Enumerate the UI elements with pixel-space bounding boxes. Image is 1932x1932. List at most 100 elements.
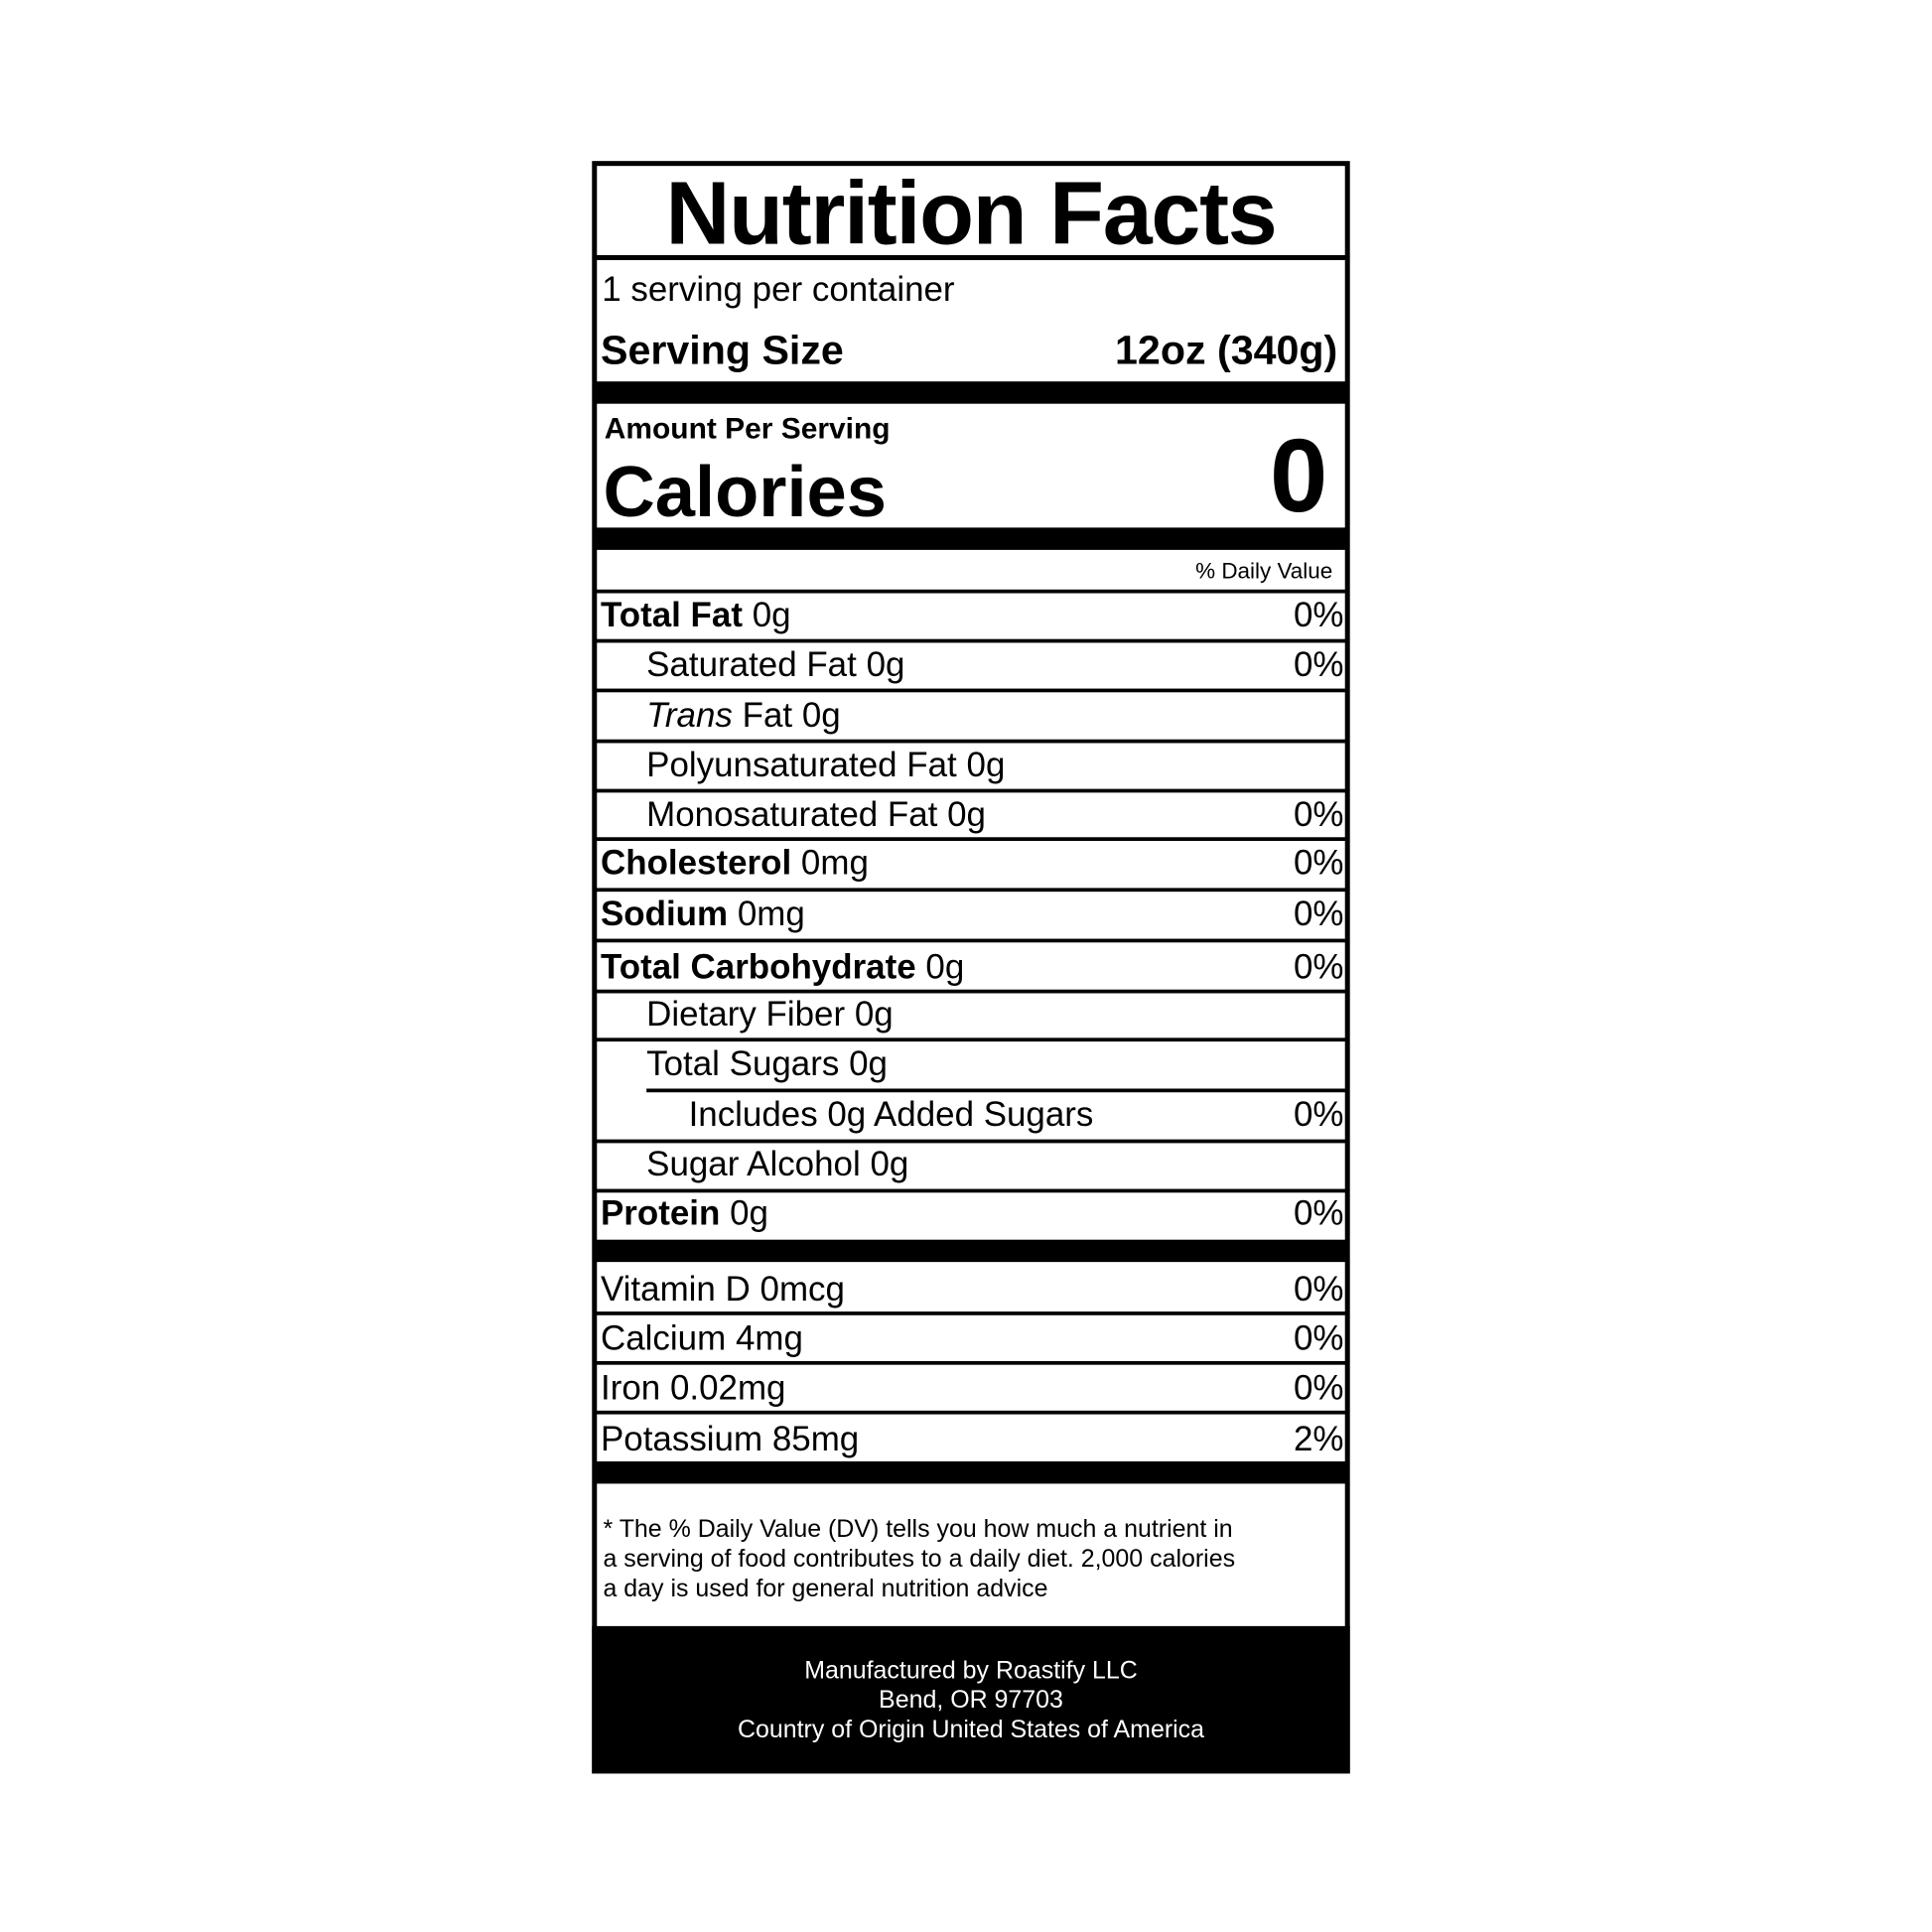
nutrient-row: Sugar Alcohol 0g xyxy=(646,1144,909,1183)
nutrient-row: Calcium 4mg xyxy=(601,1318,803,1358)
nutrient-amount: 0mg xyxy=(800,843,869,883)
nutrient-row: Includes 0g Added Sugars xyxy=(688,1094,1094,1134)
rule xyxy=(596,688,1346,693)
daily-value: 0% xyxy=(1293,1318,1344,1358)
manufacturer-line: Bend, OR 97703 xyxy=(879,1687,1063,1715)
daily-value: 0% xyxy=(1293,1368,1344,1408)
nutrient-amount: 0.02mg xyxy=(669,1368,786,1408)
nutrient-amount: 0g xyxy=(966,745,1006,784)
nutrient-row: Iron 0.02mg xyxy=(601,1368,786,1408)
nutrient-row: Cholesterol 0mg xyxy=(601,843,869,883)
nutrient-row: Saturated Fat 0g xyxy=(646,646,904,683)
nutrient-amount: 0g xyxy=(801,696,841,735)
daily-value: 0% xyxy=(1293,894,1344,933)
nutrient-name: Dietary Fiber xyxy=(646,994,846,1034)
nutrient-name: Total Carbohydrate xyxy=(601,947,916,986)
rule xyxy=(596,527,1346,550)
nutrient-amount: 85mg xyxy=(771,1419,860,1458)
nutrient-row: Total Fat 0g xyxy=(601,597,791,633)
nutrient-row: Monosaturated Fat 0g xyxy=(646,794,986,834)
nutrient-row: Trans Fat 0g xyxy=(646,697,841,734)
nutrient-name: Monosaturated Fat xyxy=(646,794,938,834)
nutrient-name: Cholesterol xyxy=(601,843,792,883)
daily-value: 0% xyxy=(1293,947,1344,986)
amount-per-serving: Amount Per Serving xyxy=(604,412,891,447)
nutrient-amount: 0g xyxy=(925,947,965,986)
nutrient-name: Potassium xyxy=(601,1419,763,1458)
rule xyxy=(596,837,1346,842)
nutrient-amount: 0g xyxy=(752,596,791,634)
nutrient-amount: 0g xyxy=(854,994,894,1034)
rule xyxy=(596,1188,1346,1193)
nutrient-amount: 4mg xyxy=(735,1318,803,1358)
rule xyxy=(596,254,1346,260)
nutrient-row: Total Carbohydrate 0g xyxy=(601,947,965,986)
rule xyxy=(596,1410,1346,1415)
nutrient-amount: 0g xyxy=(866,644,905,684)
nutrient-name: Iron xyxy=(601,1368,661,1408)
nutrient-row: Polyunsaturated Fat 0g xyxy=(646,747,1005,783)
rule xyxy=(596,1360,1346,1365)
daily-value: 0% xyxy=(1293,596,1344,634)
title: Nutrition Facts xyxy=(665,164,1277,264)
daily-value: 0% xyxy=(1293,794,1344,834)
nutrient-name: Calcium xyxy=(601,1318,727,1358)
rule xyxy=(646,1088,1346,1093)
nutrient-name: Sugar Alcohol xyxy=(646,1144,861,1183)
footnote-line: a day is used for general nutrition advi… xyxy=(603,1575,1048,1603)
nutrient-row: Protein 0g xyxy=(601,1193,768,1233)
daily-value: 2% xyxy=(1293,1419,1344,1458)
nutrient-name-italic: Trans xyxy=(646,696,733,735)
servings: 1 serving per container xyxy=(602,269,955,309)
nutrient-name: Total Sugars xyxy=(646,1043,840,1083)
nutrient-name: Total Fat xyxy=(601,596,743,634)
rule xyxy=(596,989,1346,994)
nutrient-name: Fat xyxy=(742,696,793,735)
serving-size-value: 12oz (340g) xyxy=(1115,326,1338,372)
footnote-line: * The % Daily Value (DV) tells you how m… xyxy=(603,1515,1233,1544)
nutrient-row: Vitamin D 0mcg xyxy=(601,1269,845,1309)
nutrient-row: Sodium 0mg xyxy=(601,894,805,933)
daily-value: 0% xyxy=(1293,1269,1344,1309)
nutrient-name: Sodium xyxy=(601,894,729,933)
rule xyxy=(596,638,1346,643)
rule xyxy=(596,381,1346,404)
nutrient-name: Saturated Fat xyxy=(646,644,857,684)
nutrient-amount: 0g xyxy=(870,1144,909,1183)
calories-value: 0 xyxy=(1269,417,1328,534)
nutrient-name: Includes 0g Added Sugars xyxy=(688,1094,1094,1134)
rule xyxy=(596,1037,1346,1042)
manufacturer-line: Country of Origin United States of Ameri… xyxy=(737,1716,1205,1744)
rule xyxy=(596,938,1346,943)
nutrient-row: Potassium 85mg xyxy=(601,1419,860,1458)
nutrient-name: Polyunsaturated Fat xyxy=(646,745,957,784)
rule xyxy=(596,1239,1346,1263)
calories-label: Calories xyxy=(603,452,888,533)
rule xyxy=(596,1139,1346,1144)
manufacturer-line: Manufactured by Roastify LLC xyxy=(804,1657,1138,1685)
serving-size-label: Serving Size xyxy=(601,326,844,372)
nutrient-amount: 0mg xyxy=(737,894,805,933)
nutrient-name: Vitamin D xyxy=(601,1269,751,1309)
nutrient-row: Total Sugars 0g xyxy=(646,1043,888,1083)
manufacturer-block xyxy=(592,1625,1350,1774)
daily-value: 0% xyxy=(1293,644,1344,684)
footnote-line: a serving of food contributes to a daily… xyxy=(603,1545,1236,1574)
nutrient-amount: 0g xyxy=(730,1193,768,1233)
rule xyxy=(596,1460,1346,1484)
nutrient-amount: 0g xyxy=(947,794,986,834)
nutrient-amount: 0g xyxy=(849,1043,888,1083)
daily-value-header: % Daily Value xyxy=(1195,558,1333,584)
rule xyxy=(596,1311,1346,1315)
rule xyxy=(596,788,1346,793)
nutrient-name: Protein xyxy=(601,1193,721,1233)
rule xyxy=(596,589,1346,594)
daily-value: 0% xyxy=(1293,1094,1344,1134)
nutrient-amount: 0mcg xyxy=(759,1269,845,1309)
rule xyxy=(596,739,1346,744)
daily-value: 0% xyxy=(1293,1193,1344,1233)
daily-value: 0% xyxy=(1293,843,1344,883)
nutrient-row: Dietary Fiber 0g xyxy=(646,994,894,1034)
rule xyxy=(596,888,1346,893)
